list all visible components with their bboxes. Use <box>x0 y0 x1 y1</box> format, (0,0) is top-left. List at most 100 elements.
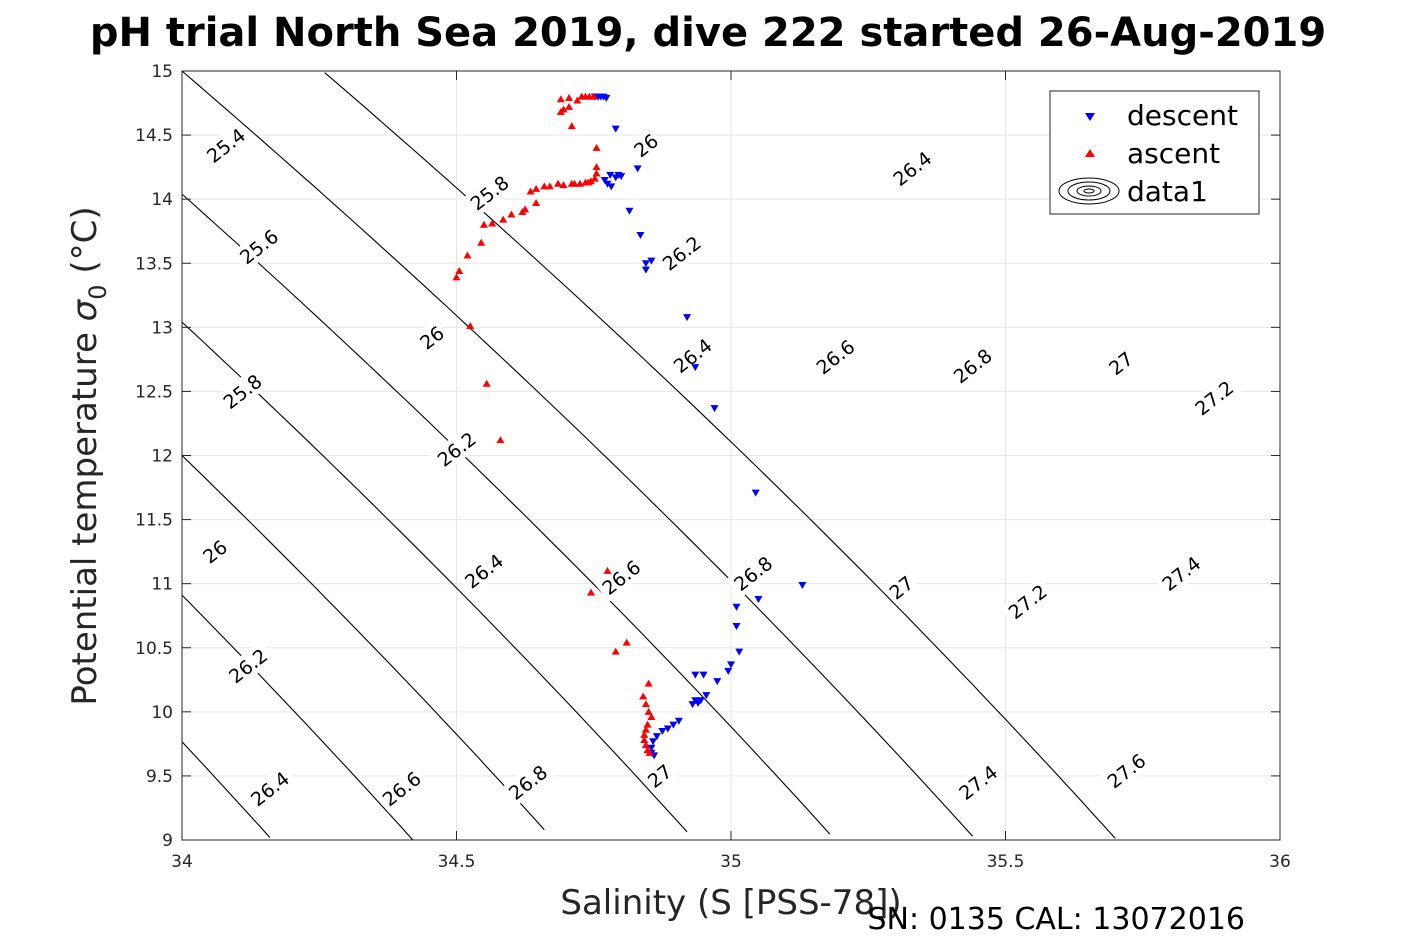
isopycnal-line <box>181 321 688 833</box>
contour-label-bg <box>231 221 286 272</box>
ascent-point <box>589 92 598 100</box>
contour-label-bg <box>1154 548 1209 599</box>
ascent-point <box>641 725 650 733</box>
x-tick-label: 35.5 <box>987 852 1025 872</box>
descent-point <box>633 165 642 173</box>
descent-point <box>691 671 700 679</box>
x-tick-label: 35 <box>720 852 742 872</box>
contour-label-group: 26 <box>627 127 665 164</box>
y-tick-label: 10.5 <box>135 639 173 659</box>
descent-point <box>732 603 741 611</box>
ascent-point <box>573 96 582 104</box>
isopycnal-line <box>181 70 974 837</box>
ascent-point <box>647 712 656 720</box>
contour-label-bg <box>654 228 709 278</box>
y-tick-label: 13.5 <box>135 254 173 274</box>
descent-point <box>699 671 708 679</box>
descent-point <box>669 721 678 729</box>
contour-label-group: 27 <box>641 757 679 794</box>
ascent-point <box>488 219 497 227</box>
ascent-point <box>477 238 486 246</box>
legend-ascent-label: ascent <box>1127 137 1220 170</box>
contour-label-bg <box>220 640 275 691</box>
x-tick-label: 34 <box>171 852 193 872</box>
contour-label-bg <box>215 366 270 417</box>
contour-label-bg <box>808 331 863 382</box>
ascent-point <box>581 178 590 186</box>
ascent-point <box>540 182 549 190</box>
ascent-point <box>592 163 601 171</box>
contour-label-group: 27 <box>882 569 920 606</box>
contour-label-bg <box>1187 372 1242 423</box>
contour-label-group: 26.8 <box>945 340 1000 391</box>
contour-label-bg <box>456 546 511 596</box>
ascent-point <box>496 436 505 444</box>
descent-point <box>713 678 722 686</box>
legend-ascent-marker <box>1085 149 1095 157</box>
ascent-point <box>479 220 488 228</box>
contour-label-bg <box>885 143 940 194</box>
legend-contour-icon <box>1058 177 1120 205</box>
descent-point <box>710 405 719 413</box>
contour-label-bg <box>665 330 720 381</box>
contour-label-group: 26.6 <box>808 331 863 382</box>
descent-point <box>798 581 807 589</box>
ascent-point <box>592 169 601 177</box>
data-markers <box>452 92 807 760</box>
contour-label-group: 26 <box>196 533 234 570</box>
y-tick-label: 15 <box>151 62 173 82</box>
y-tick-label: 11.5 <box>135 511 173 531</box>
ascent-point <box>482 379 491 387</box>
ascent-point <box>611 647 620 655</box>
contour-label-bg <box>627 127 665 164</box>
descent-point <box>603 180 612 188</box>
contour-label-bg <box>641 757 679 794</box>
legend-descent-marker <box>1085 113 1095 121</box>
y-tick-label: 9.5 <box>146 767 173 787</box>
descent-point <box>602 94 611 102</box>
contour-label-group: 26 <box>413 319 451 356</box>
y-tick-label: 14.5 <box>135 126 173 146</box>
isopycnal-line <box>181 594 414 841</box>
contour-label-bg <box>1000 576 1055 627</box>
x-axis-label: Salinity (S [PSS-78]) <box>560 883 901 923</box>
ascent-point <box>455 266 464 274</box>
contour-label-group: 25.8 <box>462 167 517 218</box>
descent-point <box>641 260 650 268</box>
ascent-point <box>603 566 612 574</box>
contour-label-bg <box>1099 745 1154 796</box>
descent-point <box>683 314 692 322</box>
contour-label-bg <box>951 757 1006 808</box>
descent-point <box>663 725 672 733</box>
contour-label-group: 27.4 <box>1154 548 1209 599</box>
contour-label-group: 27.2 <box>1187 372 1242 423</box>
descent-point <box>751 489 760 497</box>
descent-point <box>647 744 656 752</box>
ascent-point <box>567 179 576 187</box>
contour-label-bg <box>462 167 517 218</box>
y-axis-label: Potential temperature σ0 (°C) <box>65 206 112 705</box>
contour-label-group: 27 <box>1102 345 1140 382</box>
descent-point <box>625 207 634 215</box>
contour-label-bg <box>945 340 1000 391</box>
contour-label-group: 26.4 <box>242 763 297 814</box>
y-axis-label-unit: (°C) <box>65 206 105 284</box>
contour-label: 27 <box>644 761 677 793</box>
ascent-point <box>640 730 649 738</box>
contour-label-bg <box>242 763 297 814</box>
contour-label: 26 <box>199 536 232 568</box>
contour-label-group: 27.6 <box>1099 745 1154 796</box>
legend-box <box>1049 90 1260 215</box>
contour-label-group: 27.2 <box>1000 576 1055 627</box>
contour-label-group: 26.4 <box>665 330 720 381</box>
contour-label-bg <box>429 424 484 474</box>
ascent-point <box>592 143 601 151</box>
descent-point <box>694 699 703 707</box>
y-axis-label-main: Potential temperature <box>65 321 105 705</box>
ascent-point <box>567 122 576 130</box>
ascent-point <box>532 184 541 192</box>
isopycnal-line <box>324 72 1116 839</box>
descent-point <box>727 661 735 669</box>
contour-label-bg <box>196 533 234 570</box>
ascent-point <box>590 174 599 182</box>
